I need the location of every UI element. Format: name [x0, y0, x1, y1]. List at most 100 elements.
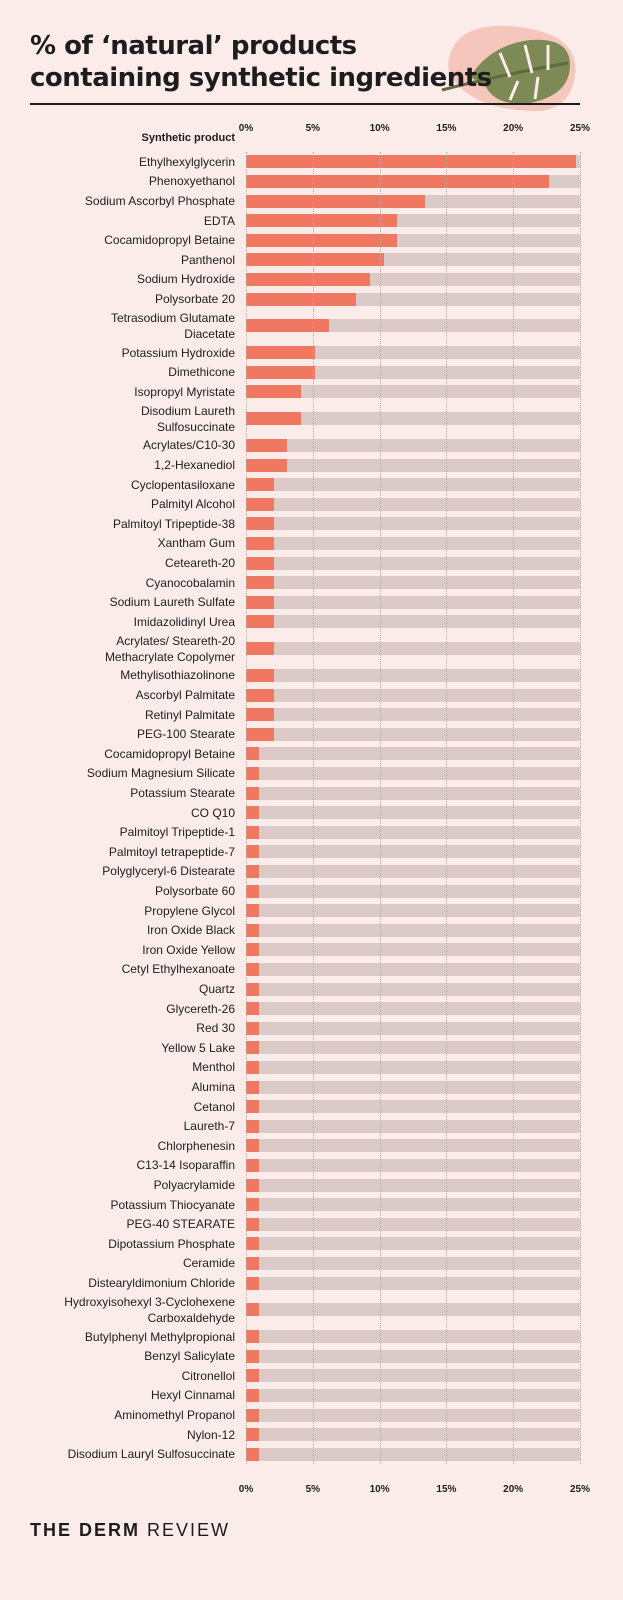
category-label: 1,2-Hexanediol: [154, 457, 235, 472]
category-label: Isopropyl Myristate: [134, 384, 235, 399]
axis-label: Synthetic product: [141, 132, 235, 144]
category-label: Ethylhexylglycerin: [138, 154, 235, 169]
bar: [246, 174, 550, 188]
x-tick-label: 0%: [238, 123, 254, 134]
category-label: Ceteareth-20: [164, 555, 235, 570]
bar: [246, 214, 397, 228]
category-label: Retinyl Palmitate: [144, 707, 235, 722]
category-label: Yellow 5 Lake: [161, 1040, 235, 1055]
bar: [246, 497, 275, 511]
bar-track: [246, 1021, 580, 1035]
bar-track: [246, 1256, 580, 1270]
bar: [246, 642, 275, 656]
category-label: Quartz: [198, 981, 235, 996]
bar: [246, 1139, 260, 1153]
category-label: C13-14 Isoparaffin: [136, 1158, 235, 1173]
brand-light: REVIEW: [147, 1520, 231, 1540]
category-label: Ascorbyl Palmitate: [135, 687, 235, 702]
bar-track: [246, 497, 580, 511]
bar: [246, 1276, 260, 1290]
bar: [246, 1217, 260, 1231]
category-label: PEG-40 STEARATE: [126, 1217, 235, 1232]
bar: [246, 766, 260, 780]
grid-line: [580, 152, 581, 1464]
bar-track: [246, 668, 580, 682]
bar-track: [246, 1349, 580, 1363]
bar-track: [246, 346, 580, 360]
grid-line: [246, 152, 247, 1464]
bar: [246, 1256, 260, 1270]
category-label: Iron Oxide Black: [146, 923, 235, 938]
category-label: Cyclopentasiloxane: [130, 477, 235, 492]
bar-track: [246, 1139, 580, 1153]
bar: [246, 576, 275, 590]
category-label: Red 30: [196, 1021, 235, 1036]
bar-track: [246, 786, 580, 800]
bar: [246, 708, 275, 722]
category-label: Acrylates/C10-30: [142, 438, 235, 453]
bar-track: [246, 727, 580, 741]
category-label: Hydroxyisohexyl 3-Cyclohexene Carboxalde…: [64, 1294, 235, 1325]
bar-track: [246, 1388, 580, 1402]
category-label: Potassium Hydroxide: [121, 345, 235, 360]
bar: [246, 1021, 260, 1035]
bar: [246, 747, 260, 761]
bar: [246, 1447, 260, 1461]
bar-track: [246, 642, 580, 656]
bar-track: [246, 556, 580, 570]
bar-track: [246, 982, 580, 996]
category-label: Hexyl Cinnamal: [150, 1388, 235, 1403]
category-label: Panthenol: [180, 252, 235, 267]
bar: [246, 1349, 260, 1363]
brand: THE DERM REVIEW: [30, 1520, 230, 1541]
bar: [246, 272, 371, 286]
bar-track: [246, 1237, 580, 1251]
bar: [246, 943, 260, 957]
x-tick-label: 5%: [305, 1484, 321, 1495]
bar: [246, 1303, 260, 1317]
bar-track: [246, 864, 580, 878]
category-label: Cocamidopropyl Betaine: [104, 233, 235, 248]
bar: [246, 1330, 260, 1344]
bar: [246, 806, 260, 820]
bar: [246, 727, 275, 741]
bar-track: [246, 478, 580, 492]
bar: [246, 412, 301, 426]
bar: [246, 517, 275, 531]
category-label: PEG-100 Stearate: [136, 727, 235, 742]
bar: [246, 1041, 260, 1055]
category-label: Palmitoyl Tripeptide-1: [119, 825, 235, 840]
bar-track: [246, 923, 580, 937]
bar: [246, 1198, 260, 1212]
bar-track: [246, 1198, 580, 1212]
bar: [246, 825, 260, 839]
category-label: Iron Oxide Yellow: [142, 942, 235, 957]
category-label: Palmitoyl tetrapeptide-7: [108, 844, 235, 859]
bar-track: [246, 412, 580, 426]
category-label: Menthol: [192, 1060, 235, 1075]
bar: [246, 292, 356, 306]
grid-line: [379, 152, 381, 1464]
x-tick-label: 15%: [436, 123, 457, 134]
category-label: Sodium Laureth Sulfate: [109, 595, 235, 610]
leaf-decoration: [441, 25, 576, 112]
category-label: Tetrasodium Glutamate Diacetate: [110, 310, 235, 341]
bar-track: [246, 595, 580, 609]
x-tick-label: 20%: [503, 123, 524, 134]
x-tick-label: 25%: [569, 1484, 591, 1495]
category-label: Dipotassium Phosphate: [108, 1236, 235, 1251]
category-label: Citronellol: [181, 1368, 235, 1383]
bar: [246, 233, 397, 247]
category-label: Chlorphenesin: [157, 1138, 235, 1153]
bar-track: [246, 1276, 580, 1290]
bar: [246, 962, 260, 976]
bar-track: [246, 319, 580, 333]
bar-track: [246, 1447, 580, 1461]
x-tick-label: 15%: [436, 1484, 457, 1495]
category-label: CO Q10: [190, 805, 235, 820]
bar: [246, 1388, 260, 1402]
bar-track: [246, 1119, 580, 1133]
bar-track: [246, 1080, 580, 1094]
bar: [246, 615, 275, 629]
bar-track: [246, 1100, 580, 1114]
